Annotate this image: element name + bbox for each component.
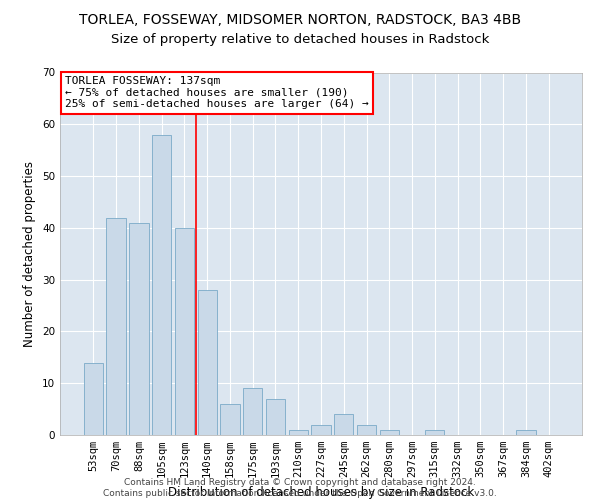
Bar [243,388,262,435]
Bar [106,218,126,435]
Bar [197,290,217,435]
Text: Contains HM Land Registry data © Crown copyright and database right 2024.
Contai: Contains HM Land Registry data © Crown c… [103,478,497,498]
Bar [334,414,353,435]
Bar [357,424,376,435]
Text: TORLEA FOSSEWAY: 137sqm
← 75% of detached houses are smaller (190)
25% of semi-d: TORLEA FOSSEWAY: 137sqm ← 75% of detache… [65,76,369,110]
Y-axis label: Number of detached properties: Number of detached properties [23,161,37,347]
Bar [425,430,445,435]
Bar [516,430,536,435]
Bar [129,222,149,435]
Bar [175,228,194,435]
Bar [289,430,308,435]
Text: TORLEA, FOSSEWAY, MIDSOMER NORTON, RADSTOCK, BA3 4BB: TORLEA, FOSSEWAY, MIDSOMER NORTON, RADST… [79,12,521,26]
Bar [152,134,172,435]
Bar [266,399,285,435]
Bar [311,424,331,435]
Text: Size of property relative to detached houses in Radstock: Size of property relative to detached ho… [111,32,489,46]
Bar [220,404,239,435]
Bar [84,362,103,435]
X-axis label: Distribution of detached houses by size in Radstock: Distribution of detached houses by size … [168,486,474,498]
Bar [380,430,399,435]
